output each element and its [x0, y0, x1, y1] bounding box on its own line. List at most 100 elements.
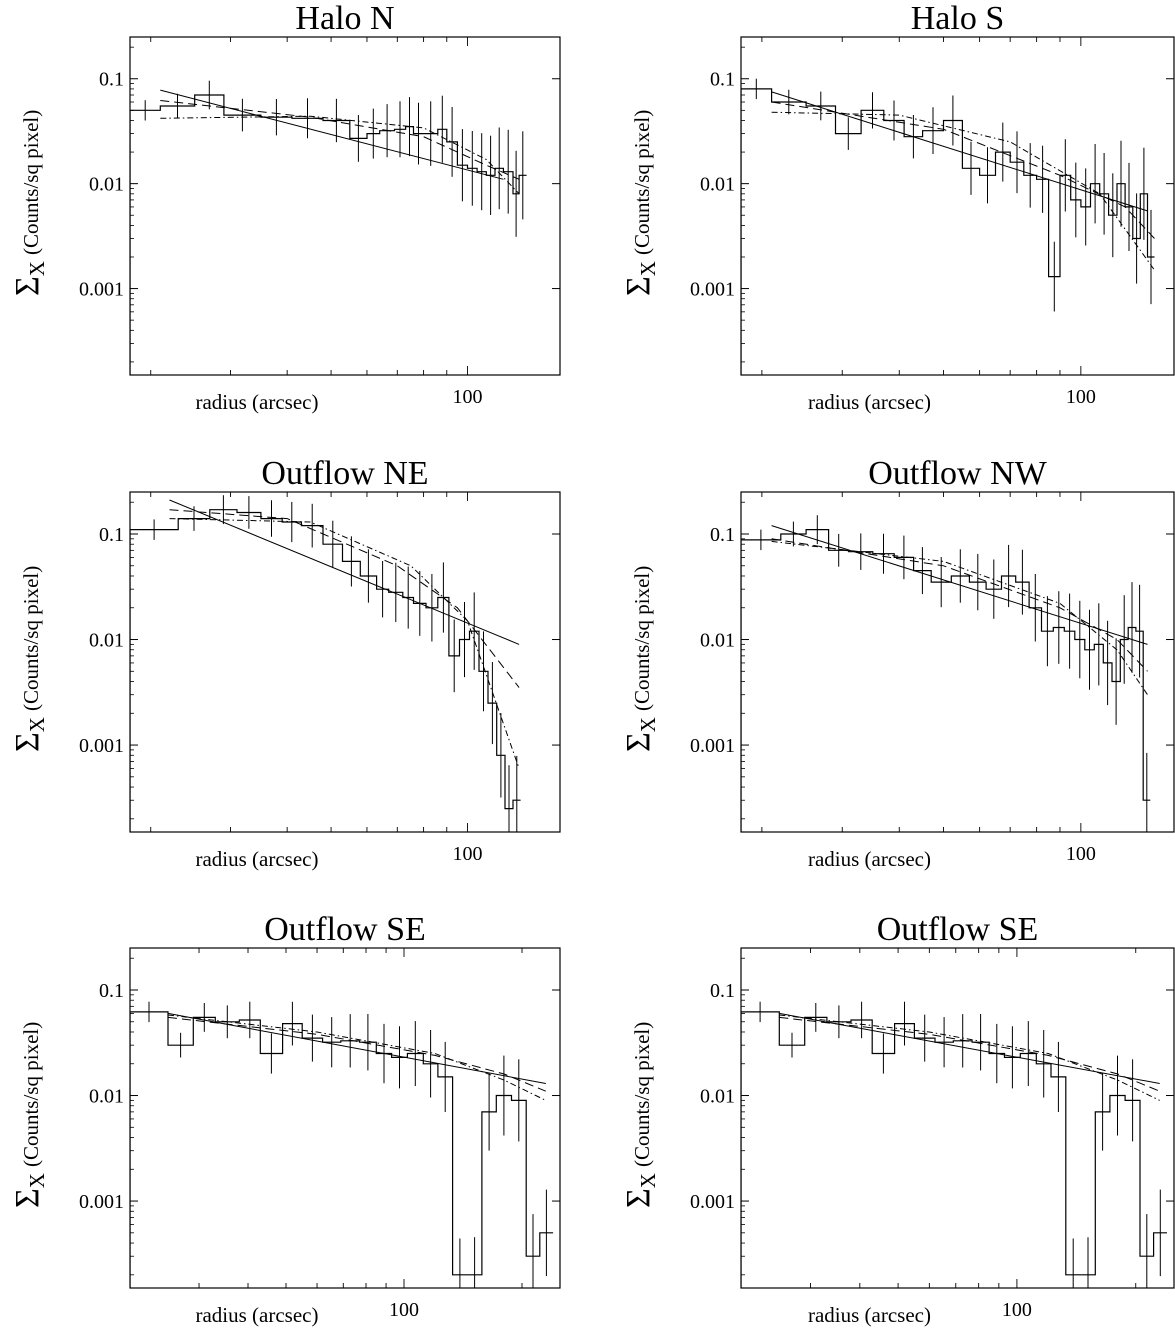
plot-frame: [129, 36, 561, 376]
ytick-label: 0.01: [89, 630, 124, 652]
xtick-label: 100: [452, 843, 482, 865]
model-curve-solid: [779, 1012, 1160, 1084]
model-curve-solid: [169, 499, 520, 645]
plot-frame: [129, 947, 561, 1289]
ytick-label: 0.001: [690, 735, 735, 757]
plot-area: [130, 1001, 554, 1288]
plot-frame: [129, 491, 561, 833]
yaxis-subscript: X: [636, 261, 660, 276]
xtick-label: 100: [1066, 386, 1096, 408]
yaxis-symbol: Σ: [620, 1188, 657, 1208]
yaxis-label: ΣX (Counts/sq pixel): [620, 110, 660, 296]
yaxis-subscript: X: [25, 261, 49, 276]
yaxis-units: (Counts/sq pixel): [630, 1022, 654, 1167]
panel-3: Outflow NE 0.1 0.01 0.001 100 radius (arcsec)…: [9, 455, 561, 871]
chart-title: Outflow SE: [877, 911, 1039, 948]
yaxis-symbol: Σ: [9, 276, 46, 296]
yaxis-symbol: Σ: [620, 732, 657, 752]
model-curve-dashed: [167, 1016, 546, 1092]
plot-area: [741, 1001, 1167, 1288]
xaxis-label: radius (arcsec): [808, 847, 931, 871]
xaxis-label: radius (arcsec): [195, 1303, 318, 1327]
model-curve-dashed: [160, 100, 520, 180]
yaxis-symbol: Σ: [9, 732, 46, 752]
yaxis-units: (Counts/sq pixel): [19, 1022, 43, 1167]
model-curve-dash-dot: [771, 540, 1148, 695]
ytick-label: 0.001: [690, 1191, 735, 1213]
panel-6: Outflow SE 0.1 0.01 0.001 100 radius (arcsec)…: [620, 911, 1175, 1327]
data-histogram: [130, 94, 527, 375]
model-curve-dash-dot: [779, 1014, 1160, 1101]
chart-title: Outflow SE: [264, 911, 426, 948]
xaxis-label: radius (arcsec): [195, 847, 318, 871]
chart-title: Halo S: [911, 0, 1005, 37]
ytick-label: 0.1: [710, 524, 735, 546]
plot-frame: [740, 947, 1175, 1289]
yaxis-units: (Counts/sq pixel): [19, 110, 43, 255]
model-curve-dash-dot: [169, 518, 520, 769]
model-curve-dashed: [771, 101, 1155, 239]
ytick-label: 0.01: [89, 1086, 124, 1108]
yaxis-subscript: X: [636, 717, 660, 732]
ytick-label: 0.01: [700, 1086, 735, 1108]
panel-4: Outflow NW 0.1 0.01 0.001 100 radius (arcsec)…: [620, 455, 1175, 871]
chart-title: Outflow NW: [868, 455, 1047, 492]
panel-5: Outflow SE 0.1 0.01 0.001 100 radius (arcsec)…: [9, 911, 561, 1327]
ytick-label: 0.1: [710, 69, 735, 91]
model-curve-solid: [771, 525, 1148, 645]
yaxis-label: ΣX (Counts/sq pixel): [620, 566, 660, 752]
model-curve-dashed: [771, 538, 1148, 672]
yaxis-units: (Counts/sq pixel): [19, 566, 43, 711]
yaxis-label: ΣX (Counts/sq pixel): [9, 110, 49, 296]
yaxis-units: (Counts/sq pixel): [630, 566, 654, 711]
yaxis-symbol: Σ: [9, 1188, 46, 1208]
ytick-label: 0.001: [79, 735, 124, 757]
yaxis-label: ΣX (Counts/sq pixel): [620, 1022, 660, 1208]
plot-area: [130, 495, 521, 832]
xtick-label: 100: [389, 1299, 419, 1321]
ytick-label: 0.01: [700, 174, 735, 196]
xtick-label: 100: [452, 386, 482, 408]
ytick-label: 0.1: [99, 980, 124, 1002]
ytick-label: 0.1: [99, 524, 124, 546]
model-curve-dash-dot: [771, 111, 1155, 271]
model-curve-dashed: [779, 1016, 1160, 1092]
ytick-label: 0.001: [79, 1191, 124, 1213]
ytick-label: 0.001: [79, 279, 124, 301]
data-histogram: [130, 1011, 554, 1288]
plot-frame: [740, 491, 1175, 833]
model-curve-dashed: [169, 509, 520, 688]
plot-area: [741, 515, 1151, 832]
yaxis-subscript: X: [636, 1173, 660, 1188]
panel-1: Halo N 0.1 0.01 0.001 100 radius (arcsec) ΣX (C…: [9, 0, 561, 414]
plot-area: [741, 78, 1155, 375]
plot-area: [130, 80, 527, 375]
ytick-label: 0.1: [99, 69, 124, 91]
yaxis-subscript: X: [25, 717, 49, 732]
model-curve-solid: [160, 89, 504, 180]
model-curve-dash-dot: [160, 115, 520, 195]
chart-title: Halo N: [295, 0, 394, 37]
model-curve-solid: [771, 91, 1148, 212]
ytick-label: 0.001: [690, 279, 735, 301]
xaxis-label: radius (arcsec): [808, 390, 931, 414]
yaxis-label: ΣX (Counts/sq pixel): [9, 1022, 49, 1208]
xaxis-label: radius (arcsec): [808, 1303, 931, 1327]
data-histogram: [741, 88, 1155, 375]
data-histogram: [130, 509, 521, 832]
xtick-label: 100: [1066, 843, 1096, 865]
data-histogram: [741, 529, 1151, 832]
yaxis-subscript: X: [25, 1173, 49, 1188]
yaxis-label: ΣX (Counts/sq pixel): [9, 566, 49, 752]
ytick-label: 0.1: [710, 980, 735, 1002]
ytick-label: 0.01: [700, 630, 735, 652]
yaxis-units: (Counts/sq pixel): [630, 110, 654, 255]
ytick-label: 0.01: [89, 174, 124, 196]
model-curve-solid: [167, 1012, 546, 1084]
xtick-label: 100: [1002, 1299, 1032, 1321]
model-curve-dash-dot: [167, 1014, 547, 1101]
chart-title: Outflow NE: [261, 455, 428, 492]
panel-2: Halo S 0.1 0.01 0.001 100 radius (arcsec) ΣX (C…: [620, 0, 1175, 414]
xaxis-label: radius (arcsec): [195, 390, 318, 414]
